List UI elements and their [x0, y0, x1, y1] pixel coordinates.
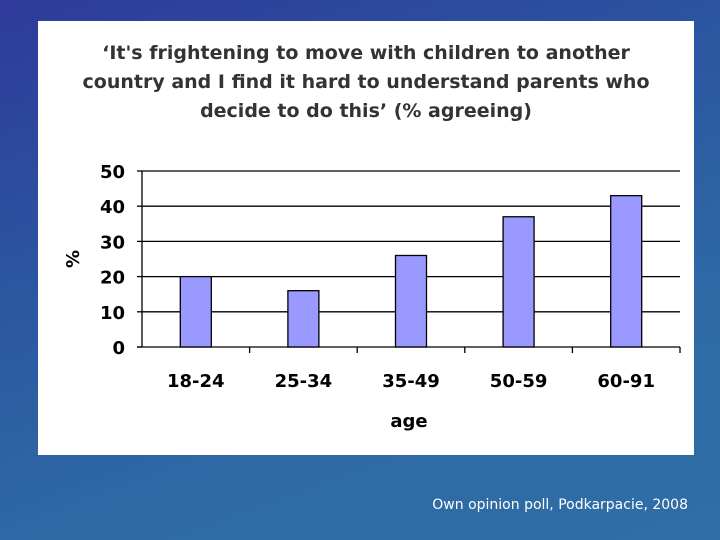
x-tick-label: 25-34: [275, 371, 333, 392]
y-tick-label: 30: [100, 232, 125, 253]
bar-60-91: [610, 194, 643, 348]
y-tick-label: 40: [100, 197, 125, 218]
x-tick-label: 35-49: [382, 371, 440, 392]
x-tick-label: 18-24: [167, 371, 225, 392]
x-tick-label: 50-59: [490, 371, 548, 392]
bar-50-59: [502, 216, 535, 348]
chart-title-line-3: decide to do this’ (% agreeing): [200, 100, 532, 122]
source-note: Own opinion poll, Podkarpacie, 2008: [432, 497, 688, 513]
bar-25-34: [287, 290, 320, 348]
bar-chart: 0 10 20 30 40 50 18-24 25-34 35-49 50-59 60-91 age%: [63, 162, 681, 432]
bar-18-24: [179, 275, 212, 348]
chart-title: ‘It's frightening to move with children …: [38, 39, 694, 126]
y-axis-label: %: [63, 250, 84, 268]
chart-title-line-2: country and I find it hard to understand…: [82, 71, 650, 93]
x-tick-label: 60-91: [597, 371, 655, 392]
chart-panel: ‘It's frightening to move with children …: [38, 21, 694, 455]
y-tick-label: 10: [100, 303, 125, 324]
y-tick-label: 0: [112, 338, 125, 359]
y-tick-label: 50: [100, 162, 125, 183]
x-axis-label: age: [390, 411, 427, 432]
chart-title-line-1: ‘It's frightening to move with children …: [102, 42, 630, 64]
bar-35-49: [394, 254, 428, 348]
y-tick-label: 20: [100, 268, 125, 289]
